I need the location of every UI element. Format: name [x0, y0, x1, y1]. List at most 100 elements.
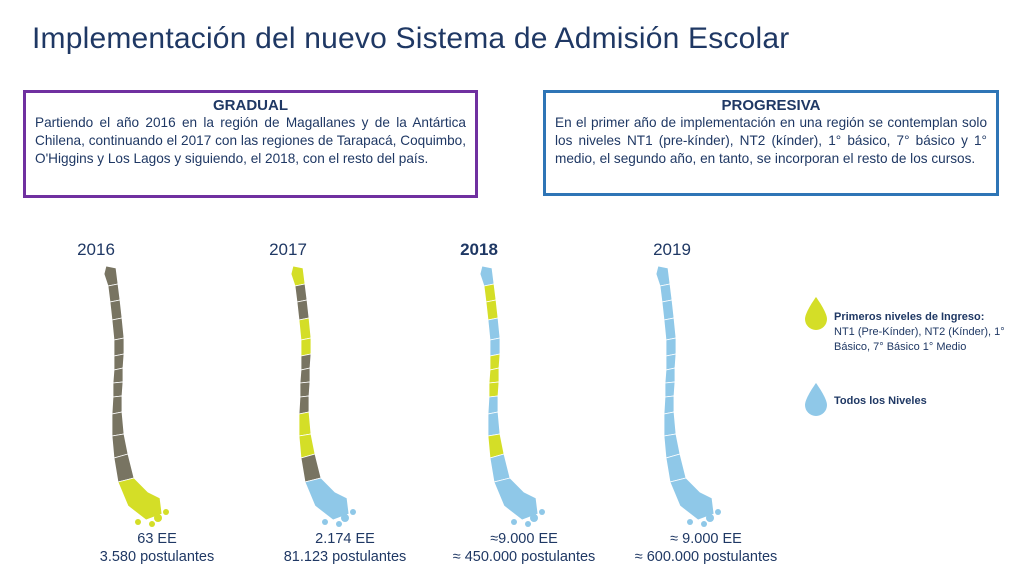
ee-count: ≈9.000 EE: [490, 531, 558, 547]
map-region: [117, 477, 163, 521]
map-region: [299, 381, 311, 398]
map-regions: [479, 266, 545, 527]
map-regions: [103, 266, 169, 527]
map-region: [304, 477, 350, 521]
map-island: [530, 514, 538, 522]
year-label-2019: 2019: [653, 240, 691, 259]
map-region: [493, 477, 539, 521]
map-region: [483, 283, 497, 303]
map-region: [300, 337, 312, 357]
map-island: [135, 519, 141, 525]
page-title: Implementación del nuevo Sistema de Admi…: [32, 22, 790, 55]
map-island: [336, 521, 342, 527]
map-region: [112, 381, 124, 398]
map-region: [111, 317, 125, 341]
map-island: [511, 519, 517, 525]
map-region: [489, 353, 501, 371]
map-island: [350, 509, 356, 515]
yellow-drop-icon: [805, 297, 827, 330]
map-region: [111, 395, 123, 415]
map-region: [488, 381, 500, 398]
postulantes-count: 3.580 postulantes: [99, 549, 215, 565]
map-island: [149, 521, 155, 527]
map-island: [154, 514, 162, 522]
map-island: [163, 509, 169, 515]
map-region: [488, 367, 500, 384]
chile-map-2018: [479, 266, 545, 527]
map-island: [687, 519, 693, 525]
stats-2018: ≈9.000 EE ≈ 450.000 postulantes: [434, 530, 614, 566]
map-region: [489, 337, 501, 357]
map-region: [485, 299, 499, 321]
map-region: [113, 337, 125, 357]
blue-drop-icon: [805, 383, 827, 416]
map-region: [113, 353, 125, 371]
map-region: [487, 317, 501, 341]
year-label-2018: 2018: [460, 240, 498, 259]
map-region: [298, 317, 312, 341]
map-region: [659, 283, 673, 303]
progresiva-heading: PROGRESIVA: [721, 97, 821, 114]
map-region: [111, 411, 125, 437]
map-region: [298, 395, 310, 415]
gradual-heading: GRADUAL: [213, 97, 288, 114]
map-regions: [290, 266, 356, 527]
map-region: [294, 283, 308, 303]
map-region: [663, 317, 677, 341]
map-region: [113, 453, 135, 483]
ee-count: ≈ 9.000 EE: [670, 531, 742, 547]
map-region: [665, 353, 677, 371]
postulantes-count: ≈ 600.000 postulantes: [634, 549, 778, 565]
map-region: [664, 367, 676, 384]
map-region: [665, 453, 687, 483]
map-island: [701, 521, 707, 527]
map-region: [299, 367, 311, 384]
chile-map-2017: [290, 266, 356, 527]
map-region: [479, 266, 495, 287]
ee-count: 63 EE: [137, 531, 177, 547]
map-region: [655, 266, 671, 287]
map-region: [663, 411, 677, 437]
postulantes-count: 81.123 postulantes: [283, 549, 407, 565]
legend-primeros-desc: NT1 (Pre-Kínder), NT2 (Kínder), 1° Básic…: [834, 326, 1005, 353]
map-island: [539, 509, 545, 515]
map-region: [661, 299, 675, 321]
map-region: [300, 453, 322, 483]
map-region: [487, 411, 501, 437]
map-island: [341, 514, 349, 522]
chile-map-2019: [655, 266, 721, 527]
map-island: [706, 514, 714, 522]
map-island: [715, 509, 721, 515]
map-region: [664, 381, 676, 398]
postulantes-count: ≈ 450.000 postulantes: [452, 549, 596, 565]
chile-map-2016: [103, 266, 169, 527]
map-region: [300, 353, 312, 371]
map-region: [487, 395, 499, 415]
stats-2019: ≈ 9.000 EE ≈ 600.000 postulantes: [616, 530, 796, 566]
map-region: [489, 453, 511, 483]
map-region: [663, 395, 675, 415]
year-label-2017: 2017: [269, 240, 307, 259]
map-region: [665, 337, 677, 357]
map-region: [669, 477, 715, 521]
stats-2017: 2.174 EE 81.123 postulantes: [255, 530, 435, 566]
map-region: [290, 266, 306, 287]
progresiva-box: PROGRESIVA En el primer año de implement…: [543, 90, 999, 196]
map-region: [109, 299, 123, 321]
map-region: [296, 299, 310, 321]
year-label-2016: 2016: [77, 240, 115, 259]
gradual-box: GRADUAL Partiendo el año 2016 en la regi…: [23, 90, 478, 198]
map-region: [112, 367, 124, 384]
map-region: [103, 266, 119, 287]
map-region: [298, 411, 312, 437]
gradual-text: Partiendo el año 2016 en la región de Ma…: [35, 115, 466, 166]
stats-2016: 63 EE 3.580 postulantes: [67, 530, 247, 566]
progresiva-text: En el primer año de implementación en un…: [555, 115, 987, 166]
map-region: [107, 283, 121, 303]
map-regions: [655, 266, 721, 527]
ee-count: 2.174 EE: [315, 531, 375, 547]
legend-todos-label: Todos los Niveles: [834, 395, 927, 407]
legend-primeros-title: Primeros niveles de Ingreso:: [834, 311, 985, 323]
map-island: [525, 521, 531, 527]
map-island: [322, 519, 328, 525]
